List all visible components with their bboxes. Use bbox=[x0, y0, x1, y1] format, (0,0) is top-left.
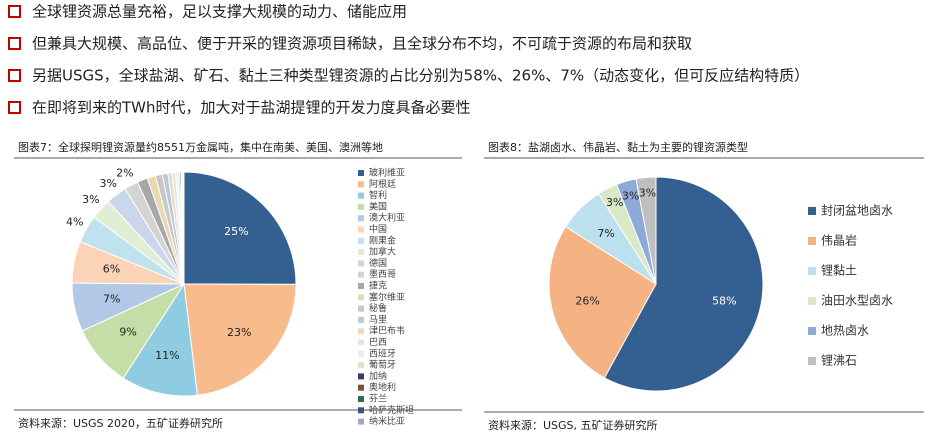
pie-slice bbox=[183, 171, 297, 285]
data-label: 26% bbox=[575, 295, 599, 308]
legend-swatch bbox=[808, 327, 816, 335]
chart-title: 图表7：全球探明锂资源量约8551万金属吨，集中在南美、美国、澳洲等地 bbox=[18, 140, 383, 154]
legend-swatch bbox=[358, 170, 364, 176]
legend-label: 马里 bbox=[369, 314, 387, 325]
legend-swatch bbox=[358, 384, 364, 391]
legend-label: 哈萨克斯坦 bbox=[369, 404, 414, 416]
pie-slice bbox=[603, 176, 764, 392]
data-label: 7% bbox=[597, 227, 614, 240]
legend-label: 玻利维亚 bbox=[369, 167, 405, 179]
bullet: 另据USGS，全球盐湖、矿石、黏土三种类型锂资源的占比分别为58%、26%、7%… bbox=[32, 67, 809, 85]
legend-swatch bbox=[358, 181, 364, 188]
legend-label: 中国 bbox=[369, 223, 387, 235]
pie-slice bbox=[182, 171, 185, 285]
legend-label: 津巴布韦 bbox=[369, 325, 405, 337]
legend-label: 阿根廷 bbox=[369, 178, 396, 190]
data-label: 3% bbox=[100, 177, 117, 190]
legend-swatch bbox=[358, 237, 364, 244]
data-label: 23% bbox=[227, 326, 251, 339]
legend-swatch bbox=[358, 339, 364, 346]
legend-label: 智利 bbox=[369, 189, 387, 201]
legend-swatch bbox=[358, 203, 364, 210]
data-label: 4% bbox=[66, 215, 83, 228]
chart-title: 图表8：盐湖卤水、伟晶岩、黏土为主要的锂资源类型 bbox=[488, 140, 748, 154]
bullet: 但兼具大规模、高品位、便于开采的锂资源项目稀缺，且全球分布不均，不可疏于资源的布… bbox=[32, 35, 692, 53]
legend-label: 加纳 bbox=[369, 370, 387, 382]
legend-label: 锂沸石 bbox=[821, 353, 857, 368]
legend-swatch bbox=[358, 283, 364, 289]
data-label: 3% bbox=[622, 190, 639, 203]
legend-swatch bbox=[358, 215, 364, 222]
pie-slice bbox=[548, 225, 657, 379]
data-label: 7% bbox=[103, 292, 120, 305]
legend-label: 刚果金 bbox=[369, 234, 396, 246]
legend-label: 捷克 bbox=[369, 280, 387, 292]
legend-swatch bbox=[358, 418, 364, 425]
legend-label: 澳大利亚 bbox=[369, 212, 405, 224]
pie-slice bbox=[635, 176, 657, 285]
pie-slice bbox=[183, 283, 297, 396]
data-label: 58% bbox=[712, 295, 736, 308]
data-label: 11% bbox=[155, 349, 179, 362]
data-label: 3% bbox=[639, 186, 656, 199]
legend-label: 秘鲁 bbox=[369, 302, 387, 314]
legend-swatch bbox=[358, 192, 364, 199]
legend-swatch bbox=[358, 249, 364, 256]
legend-swatch bbox=[358, 294, 364, 301]
legend-label: 锂黏土 bbox=[821, 263, 857, 278]
legend-swatch bbox=[358, 350, 364, 357]
legend-swatch bbox=[358, 305, 364, 312]
legend-label: 塞尔维亚 bbox=[369, 291, 405, 303]
source: 资料来源：USGS 2020，五矿证券研究所 bbox=[18, 416, 223, 430]
legend-swatch bbox=[358, 373, 364, 380]
legend-label: 墨西哥 bbox=[369, 269, 396, 280]
legend-label: 封闭盆地卤水 bbox=[821, 204, 893, 218]
legend-label: 巴西 bbox=[369, 337, 387, 348]
legend-swatch bbox=[358, 396, 364, 402]
legend-label: 纳米比亚 bbox=[369, 415, 405, 427]
legend-label: 西班牙 bbox=[369, 347, 396, 359]
legend-swatch bbox=[808, 357, 816, 365]
data-label: 9% bbox=[119, 325, 136, 338]
legend-label: 加拿大 bbox=[369, 246, 396, 258]
bullet: 全球锂资源总量充裕，足以支撑大规模的动力、储能应用 bbox=[32, 3, 407, 21]
legend-swatch bbox=[808, 237, 816, 245]
legend-swatch bbox=[358, 271, 364, 278]
legend-label: 芬兰 bbox=[369, 393, 387, 405]
legend-swatch bbox=[808, 207, 816, 215]
data-label: 6% bbox=[103, 262, 120, 275]
legend-swatch bbox=[358, 328, 364, 335]
bullet-icons bbox=[8, 5, 21, 114]
bullet: 在即将到来的TWh时代，加大对于盐湖提锂的开发力度具备必要性 bbox=[32, 99, 471, 117]
data-label: 3% bbox=[606, 196, 623, 209]
legend-label: 奥地利 bbox=[369, 381, 396, 393]
data-label: 3% bbox=[82, 193, 99, 206]
legend-label: 美国 bbox=[369, 200, 387, 212]
legend-label: 德国 bbox=[369, 257, 387, 269]
legend-swatch bbox=[358, 260, 364, 267]
legend-swatch bbox=[808, 297, 816, 305]
legend-swatch bbox=[358, 407, 364, 414]
legend-label: 葡萄牙 bbox=[369, 359, 396, 371]
legend-swatch bbox=[808, 267, 816, 275]
legend-label: 油田水型卤水 bbox=[821, 294, 893, 308]
source: 资料来源：USGS, 五矿证券研究所 bbox=[488, 418, 658, 432]
pie-slice bbox=[122, 282, 198, 397]
legend-label: 地热卤水 bbox=[821, 324, 869, 338]
legend-swatch bbox=[358, 362, 364, 369]
data-label: 2% bbox=[116, 166, 133, 179]
legend-swatch bbox=[358, 316, 364, 323]
data-label: 25% bbox=[224, 225, 248, 238]
legend-swatch bbox=[358, 226, 364, 233]
legend-label: 伟晶岩 bbox=[821, 233, 857, 248]
